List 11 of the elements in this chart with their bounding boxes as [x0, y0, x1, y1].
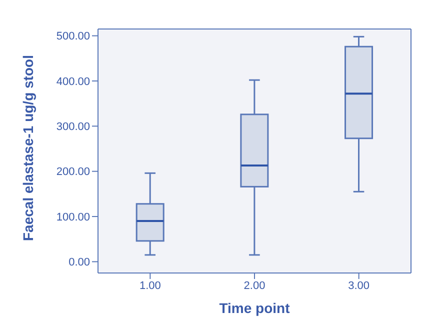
- y-tick-label: 200.00: [56, 166, 90, 178]
- y-tick-label: 0.00: [68, 256, 90, 269]
- y-axis-title: Faecal elastase-1 ug/g stool: [20, 55, 36, 241]
- y-tick-label: 100.00: [56, 211, 90, 224]
- x-tick-label: 2.00: [244, 280, 266, 292]
- y-tick-label: 400.00: [56, 76, 90, 88]
- x-tick-label: 1.00: [139, 280, 161, 292]
- x-axis-title: Time point: [219, 300, 290, 316]
- y-tick-label: 500.00: [56, 30, 90, 43]
- y-tick-label: 300.00: [56, 121, 90, 134]
- x-tick-label: 3.00: [348, 280, 370, 292]
